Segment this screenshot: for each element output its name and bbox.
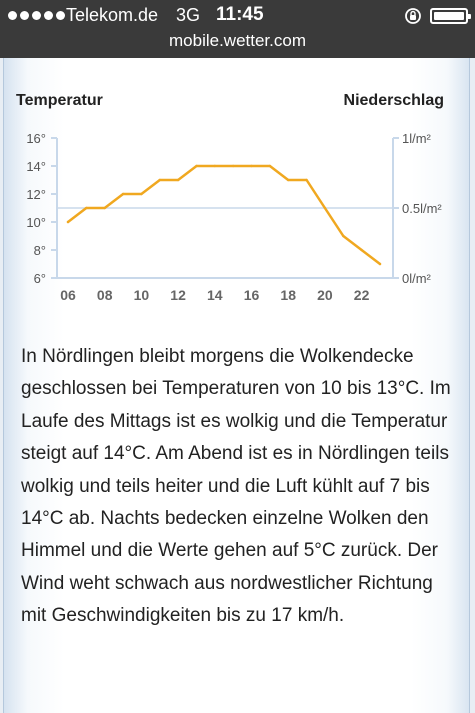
x-tick-label: 12: [170, 287, 186, 303]
y-tick-label-left: 8°: [34, 243, 46, 258]
x-tick-label: 08: [97, 287, 113, 303]
data-point: [323, 206, 327, 210]
x-tick-label: 22: [354, 287, 370, 303]
data-point: [121, 192, 125, 196]
x-tick-label: 10: [134, 287, 150, 303]
forecast-text: In Nördlingen bleibt morgens die Wolkend…: [21, 346, 451, 627]
y-tick-label-left: 6°: [34, 271, 46, 286]
data-point: [103, 206, 106, 210]
rotation-lock-icon: [405, 8, 421, 24]
data-point: [85, 206, 88, 210]
data-point: [342, 234, 345, 238]
data-point: [378, 262, 382, 266]
x-tick-label: 16: [244, 287, 260, 303]
data-point: [140, 192, 143, 196]
data-point: [195, 164, 198, 168]
signal-strength-icon: [8, 11, 65, 20]
x-tick-label: 20: [317, 287, 333, 303]
data-point: [305, 178, 308, 182]
data-point: [231, 164, 235, 168]
chart-label-precipitation: Niederschlag: [343, 92, 444, 109]
data-point: [250, 164, 253, 168]
data-point: [158, 178, 161, 182]
url-bar[interactable]: mobile.wetter.com: [0, 30, 475, 58]
y-tick-label-right: 0.5l/m²: [402, 201, 442, 216]
battery-icon: [430, 8, 471, 24]
data-point: [360, 248, 363, 252]
status-bar: Telekom.de 3G 11:45: [0, 0, 475, 30]
weather-card: Temperatur Niederschlag 16° 14° 12° 10° 8° 6°…: [3, 58, 470, 713]
y-tick-label-left: 14°: [26, 159, 46, 174]
status-time: 11:45: [216, 4, 264, 25]
carrier-name: Telekom.de: [66, 5, 159, 25]
y-tick-label-right: 1l/m²: [402, 131, 432, 146]
x-tick-label: 18: [280, 287, 296, 303]
data-point: [66, 220, 70, 224]
data-point: [287, 178, 290, 182]
y-tick-label-left: 16°: [26, 131, 46, 146]
data-point: [176, 178, 180, 182]
temperature-line: [66, 164, 382, 266]
y-tick-label-left: 12°: [26, 187, 46, 202]
y-tick-label-left: 10°: [26, 215, 46, 230]
x-tick-label: 06: [60, 287, 76, 303]
data-point: [213, 164, 216, 168]
x-tick-label: 14: [207, 287, 223, 303]
chart-label-temperature: Temperatur: [16, 92, 103, 109]
page-content: Temperatur Niederschlag 16° 14° 12° 10° 8° 6°…: [0, 58, 475, 713]
data-point: [268, 164, 272, 168]
network-type: 3G: [176, 5, 201, 25]
temperature-chart: 16° 14° 12° 10° 8° 6° 1l/m² 0.5l/m² 0l/m² 06 08 10 1…: [26, 131, 442, 303]
y-tick-label-right: 0l/m²: [402, 271, 432, 286]
